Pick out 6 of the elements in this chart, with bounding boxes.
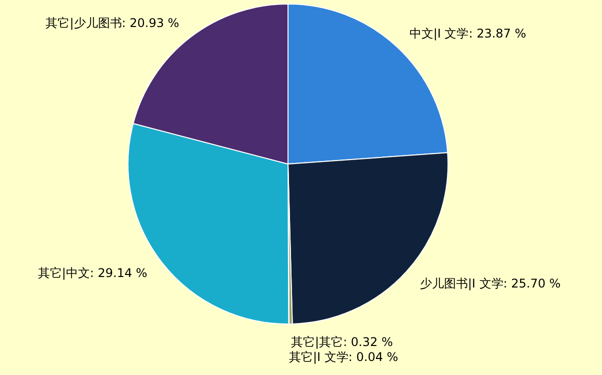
slice-label: 其它|中文: 29.14 % <box>38 266 148 280</box>
slice-label: 其它|I 文学: 0.04 % <box>289 350 398 364</box>
slice-label: 少儿图书|I 文学: 25.70 % <box>420 276 561 291</box>
slice-label: 其它|其它: 0.32 % <box>291 334 393 349</box>
slice-label: 其它|少儿图书: 20.93 % <box>46 16 180 30</box>
slice-label: 中文|I 文学: 23.87 % <box>409 26 526 41</box>
